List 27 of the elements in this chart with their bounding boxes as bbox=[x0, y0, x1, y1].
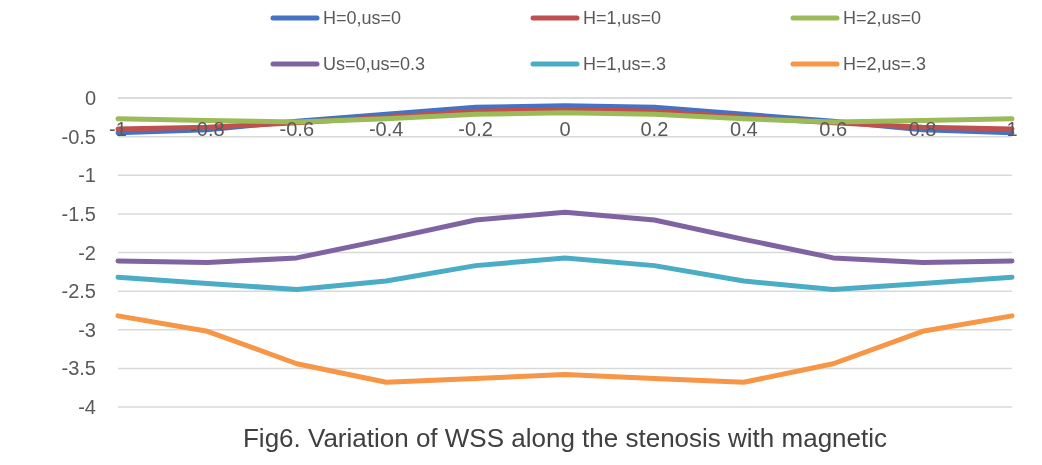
x-tick-label: -1 bbox=[109, 118, 127, 140]
y-tick-label: -3.5 bbox=[61, 357, 96, 380]
y-tick-label: -1 bbox=[78, 164, 96, 187]
y-tick-label: -4 bbox=[78, 396, 96, 418]
x-tick-label: 0.8 bbox=[908, 118, 937, 140]
legend-label: H=2,us=0 bbox=[843, 8, 922, 29]
y-tick-label: -3 bbox=[78, 318, 96, 341]
x-tick-label: 1 bbox=[1006, 118, 1018, 140]
x-tick-label: 0 bbox=[559, 118, 571, 140]
legend-label: Us=0,us=0.3 bbox=[323, 54, 426, 75]
y-tick-label: -2.5 bbox=[61, 280, 96, 303]
x-tick-label: 0.4 bbox=[729, 118, 758, 140]
x-tick-label: 0.6 bbox=[819, 118, 848, 140]
legend-label: H=1,us=.3 bbox=[583, 54, 667, 75]
legend-label: H=2,us=.3 bbox=[843, 54, 927, 75]
y-tick-label: 0 bbox=[84, 87, 96, 109]
y-tick-label: -1.5 bbox=[61, 202, 96, 225]
x-tick-label: -0.6 bbox=[279, 118, 315, 140]
y-tick-label: -0.5 bbox=[61, 125, 96, 148]
x-tick-label: -0.2 bbox=[458, 118, 493, 140]
legend-label: H=0,us=0 bbox=[323, 8, 402, 29]
x-tick-label: -0.8 bbox=[190, 118, 225, 140]
legend-label: H=1,us=0 bbox=[583, 8, 662, 29]
y-tick-label: -2 bbox=[78, 241, 96, 264]
x-tick-label: -0.4 bbox=[368, 118, 404, 140]
text: Fig6. Variation of WSS along the stenosis with magnetic bbox=[242, 423, 888, 453]
x-tick-label: 0.2 bbox=[640, 118, 669, 140]
